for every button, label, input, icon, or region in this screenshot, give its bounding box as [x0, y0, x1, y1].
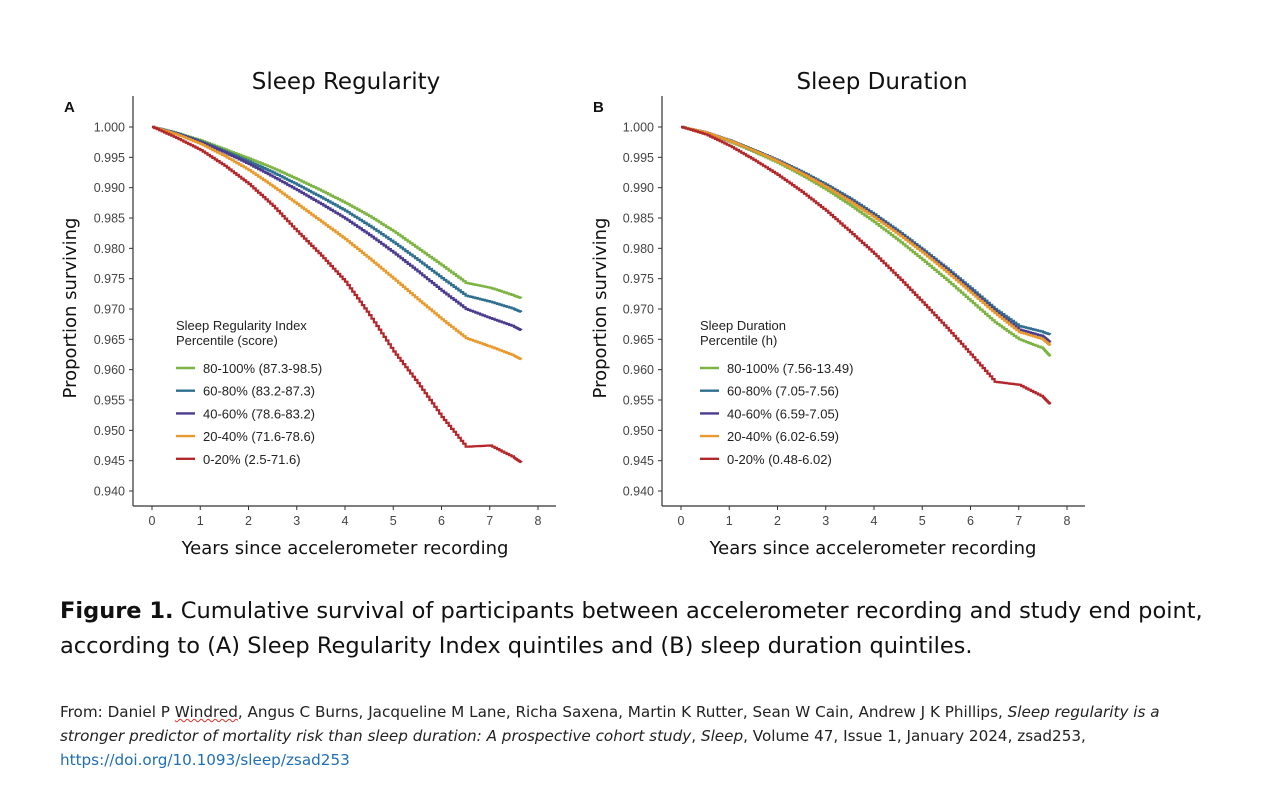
figure-charts: Sleep Regularity A 1.000 0.995 0.990 0.985 0.9…	[60, 69, 1085, 559]
x-tick-label: 7	[486, 514, 493, 528]
panel-label: A	[64, 99, 75, 116]
series-line-b-3	[681, 125, 1052, 343]
caption-text: Cumulative survival of participants betw…	[60, 598, 1203, 659]
y-tick-label: 0.985	[94, 212, 125, 226]
legend-entry: 0-20% (0.48-6.02)	[727, 452, 832, 467]
source-sep: ,	[691, 727, 697, 745]
caption-label: Figure 1.	[60, 598, 174, 624]
x-tick-label: 5	[390, 514, 397, 528]
y-tick-label: 0.965	[94, 333, 125, 347]
source-citation: From: Daniel P Windred, Angus C Burns, J…	[60, 700, 1220, 772]
legend-entry: 40-60% (6.59-7.05)	[727, 406, 839, 421]
y-tick-label: 1.000	[94, 121, 125, 135]
source-prefix: From: Daniel P	[60, 703, 170, 721]
y-tick-label: 0.955	[623, 394, 654, 408]
series-line-b-4	[681, 125, 1052, 346]
x-tick-label: 7	[1015, 514, 1022, 528]
source-authors: , Angus C Burns, Jacqueline M Lane, Rich…	[237, 703, 1003, 721]
legend-entry: 40-60% (78.6-83.2)	[203, 406, 315, 421]
source-details: , Volume 47, Issue 1, January 2024, zsad…	[743, 727, 1086, 745]
y-tick-label: 0.945	[623, 454, 654, 468]
y-tick-label: 0.940	[94, 485, 125, 499]
x-tick-label: 1	[726, 514, 733, 528]
x-tick-label: 4	[342, 514, 349, 528]
legend-entry: 60-80% (83.2-87.3)	[203, 384, 315, 399]
y-tick-label: 1.000	[623, 121, 654, 135]
y-tick-label: 0.990	[94, 181, 125, 195]
y-tick-label: 0.990	[623, 181, 654, 195]
x-tick-label: 4	[871, 514, 878, 528]
x-tick-label: 2	[245, 514, 252, 528]
y-axis-label: Proportion surviving	[590, 218, 611, 399]
y-tick-label: 0.950	[623, 424, 654, 438]
series-line-a-1	[152, 125, 523, 299]
legend-entry: 60-80% (7.05-7.56)	[727, 384, 839, 399]
y-tick-label: 0.980	[623, 242, 654, 256]
article-title: Sleep regularity is a stronger predictor…	[60, 703, 1160, 745]
x-axis-label: Years since accelerometer recording	[181, 538, 509, 559]
x-tick-label: 3	[822, 514, 829, 528]
x-tick-label: 1	[197, 514, 204, 528]
y-tick-label: 0.995	[623, 151, 654, 165]
legend-title-line: Sleep Duration	[700, 318, 786, 333]
series-line-b-2	[681, 125, 1052, 336]
series-line-a-5	[152, 125, 523, 464]
x-tick-label: 5	[919, 514, 926, 528]
y-tick-label: 0.985	[623, 212, 654, 226]
doi-link[interactable]: https://doi.org/10.1093/sleep/zsad253	[60, 751, 350, 769]
x-tick-label: 6	[967, 514, 974, 528]
legend-entry: 20-40% (71.6-78.6)	[203, 429, 315, 444]
y-tick-label: 0.955	[94, 394, 125, 408]
y-tick-label: 0.975	[94, 272, 125, 286]
x-tick-label: 3	[293, 514, 300, 528]
legend-entry: 80-100% (7.56-13.49)	[727, 361, 853, 376]
x-tick-label: 0	[149, 514, 156, 528]
x-tick-label: 0	[678, 514, 685, 528]
legend-title-line: Sleep Regularity Index	[176, 318, 307, 333]
panel-a-sleep-regularity: Sleep Regularity A 1.000 0.995 0.990 0.985 0.9…	[60, 69, 556, 559]
y-tick-label: 0.995	[94, 151, 125, 165]
series-line-a-3	[152, 125, 523, 331]
x-tick-label: 6	[438, 514, 445, 528]
x-tick-label: 2	[774, 514, 781, 528]
y-tick-label: 0.940	[623, 485, 654, 499]
y-tick-label: 0.950	[94, 424, 125, 438]
panel-label: B	[593, 99, 604, 116]
y-tick-label: 0.960	[623, 363, 654, 377]
y-tick-label: 0.965	[623, 333, 654, 347]
legend-entry: 0-20% (2.5-71.6)	[203, 452, 301, 467]
y-tick-label: 0.960	[94, 363, 125, 377]
chart-title: Sleep Regularity	[252, 69, 440, 95]
legend-entry: 80-100% (87.3-98.5)	[203, 361, 322, 376]
x-axis-label: Years since accelerometer recording	[709, 538, 1037, 559]
x-tick-label: 8	[1064, 514, 1071, 528]
chart-title: Sleep Duration	[796, 69, 967, 95]
figure-caption: Figure 1. Cumulative survival of partici…	[60, 594, 1220, 664]
legend-title-line: Percentile (score)	[176, 333, 278, 348]
y-tick-label: 0.970	[623, 303, 654, 317]
author-windred: Windred	[174, 703, 238, 721]
journal-name: Sleep	[700, 727, 744, 745]
x-tick-label: 8	[535, 514, 542, 528]
series-line-b-5	[681, 125, 1052, 405]
legend-entry: 20-40% (6.02-6.59)	[727, 429, 839, 444]
panel-b-sleep-duration: Sleep Duration B 1.000 0.995 0.990 0.985 0.980…	[590, 69, 1085, 559]
legend-title-line: Percentile (h)	[700, 333, 777, 348]
y-tick-label: 0.970	[94, 303, 125, 317]
y-tick-label: 0.945	[94, 454, 125, 468]
y-tick-label: 0.975	[623, 272, 654, 286]
y-axis-label: Proportion surviving	[60, 218, 81, 399]
y-tick-label: 0.980	[94, 242, 125, 256]
series-line-a-4	[152, 125, 523, 361]
